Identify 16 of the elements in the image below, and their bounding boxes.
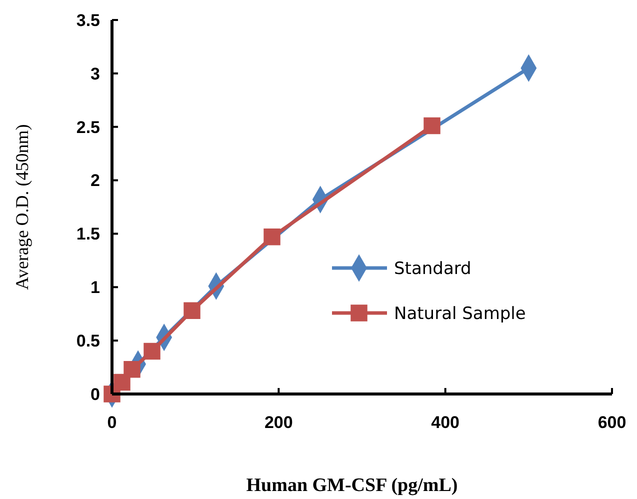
y-tick-label: 1: [90, 278, 100, 298]
y-tick-label: 0.5: [76, 332, 100, 351]
y-tick-label: 3.5: [76, 10, 100, 30]
x-tick-label: 0: [107, 413, 117, 432]
y-tick-label: 3: [90, 64, 100, 84]
y-tick-label: 0: [90, 384, 100, 404]
y-tick-label: 2.5: [76, 118, 100, 137]
legend-label: Standard: [394, 258, 472, 279]
y-tick-label: 2: [90, 171, 100, 190]
y-axis-title: Average O.D. (450nm): [12, 124, 32, 290]
x-tick-label: 600: [598, 413, 626, 432]
x-axis-title: Human GM-CSF (pg/mL): [246, 475, 458, 496]
x-tick-label: 200: [264, 413, 293, 432]
x-tick-label: 400: [431, 413, 460, 432]
legend-label: Natural Sample: [394, 304, 526, 324]
y-tick-label: 1.5: [76, 224, 100, 244]
